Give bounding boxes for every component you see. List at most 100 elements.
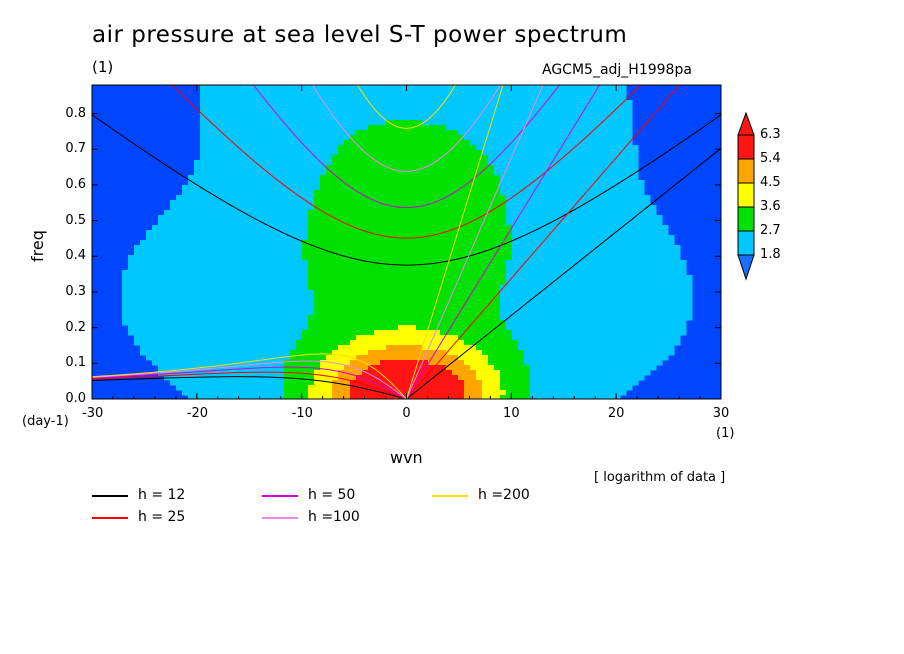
fill-cell	[434, 300, 441, 306]
fill-cell	[164, 230, 171, 236]
fill-cell	[440, 160, 447, 166]
fill-cell	[452, 105, 459, 111]
fill-cell	[278, 215, 285, 221]
fill-cell	[608, 120, 615, 126]
fill-cell	[440, 255, 447, 261]
fill-cell	[602, 260, 609, 266]
fill-cell	[578, 175, 585, 181]
fill-cell	[530, 160, 537, 166]
fill-cell	[224, 240, 231, 246]
fill-cell	[482, 345, 489, 351]
fill-cell	[458, 290, 465, 296]
fill-cell	[308, 115, 315, 121]
fill-cell	[326, 185, 333, 191]
fill-cell	[590, 105, 597, 111]
fill-cell	[548, 95, 555, 101]
fill-cell	[554, 290, 561, 296]
fill-cell	[386, 100, 393, 106]
fill-cell	[368, 300, 375, 306]
fill-cell	[344, 360, 351, 366]
fill-cell	[332, 155, 339, 161]
fill-cell	[284, 190, 291, 196]
fill-cell	[362, 315, 369, 321]
fill-cell	[500, 125, 507, 131]
fill-cell	[608, 190, 615, 196]
fill-cell	[578, 295, 585, 301]
fill-cell	[500, 255, 507, 261]
fill-cell	[434, 335, 441, 341]
fill-cell	[326, 300, 333, 306]
fill-cell	[440, 270, 447, 276]
fill-cell	[620, 325, 627, 331]
fill-cell	[602, 130, 609, 136]
fill-cell	[326, 245, 333, 251]
fill-cell	[572, 145, 579, 151]
fill-cell	[476, 90, 483, 96]
fill-cell	[242, 140, 249, 146]
fill-cell	[242, 290, 249, 296]
fill-cell	[482, 380, 489, 386]
fill-cell	[182, 310, 189, 316]
fill-cell	[350, 335, 357, 341]
fill-cell	[560, 365, 567, 371]
fill-cell	[332, 225, 339, 231]
fill-cell	[482, 325, 489, 331]
fill-cell	[242, 145, 249, 151]
fill-cell	[260, 130, 267, 136]
fill-cell	[176, 290, 183, 296]
fill-cell	[350, 165, 357, 171]
fill-cell	[392, 310, 399, 316]
fill-cell	[578, 290, 585, 296]
fill-cell	[122, 315, 129, 321]
fill-cell	[464, 305, 471, 311]
fill-cell	[470, 275, 477, 281]
fill-cell	[482, 265, 489, 271]
fill-cell	[344, 285, 351, 291]
fill-cell	[350, 180, 357, 186]
fill-cell	[542, 140, 549, 146]
fill-cell	[596, 200, 603, 206]
fill-cell	[488, 190, 495, 196]
fill-cell	[518, 195, 525, 201]
fill-cell	[650, 300, 657, 306]
fill-cell	[194, 200, 201, 206]
fill-cell	[638, 295, 645, 301]
fill-cell	[518, 205, 525, 211]
fill-cell	[392, 165, 399, 171]
fill-cell	[554, 210, 561, 216]
fill-cell	[266, 150, 273, 156]
fill-cell	[458, 130, 465, 136]
fill-cell	[620, 335, 627, 341]
fill-cell	[422, 130, 429, 136]
fill-cell	[434, 190, 441, 196]
fill-cell	[458, 380, 465, 386]
fill-cell	[620, 315, 627, 321]
fill-cell	[434, 360, 441, 366]
fill-cell	[548, 210, 555, 216]
fill-cell	[164, 220, 171, 226]
fill-cell	[626, 360, 633, 366]
fill-cell	[608, 230, 615, 236]
fill-cell	[638, 185, 645, 191]
fill-cell	[260, 105, 267, 111]
fill-cell	[320, 185, 327, 191]
fill-cell	[446, 110, 453, 116]
fill-cell	[488, 275, 495, 281]
fill-cell	[560, 325, 567, 331]
fill-cell	[560, 180, 567, 186]
fill-cell	[620, 230, 627, 236]
fill-cell	[590, 145, 597, 151]
fill-cell	[374, 290, 381, 296]
fill-cell	[236, 290, 243, 296]
fill-cell	[608, 340, 615, 346]
fill-cell	[392, 145, 399, 151]
fill-cell	[410, 370, 417, 376]
fill-cell	[224, 345, 231, 351]
fill-cell	[236, 340, 243, 346]
fill-cell	[242, 310, 249, 316]
fill-cell	[344, 290, 351, 296]
fill-cell	[560, 250, 567, 256]
fill-cell	[548, 305, 555, 311]
fill-cell	[506, 135, 513, 141]
fill-cell	[470, 350, 477, 356]
